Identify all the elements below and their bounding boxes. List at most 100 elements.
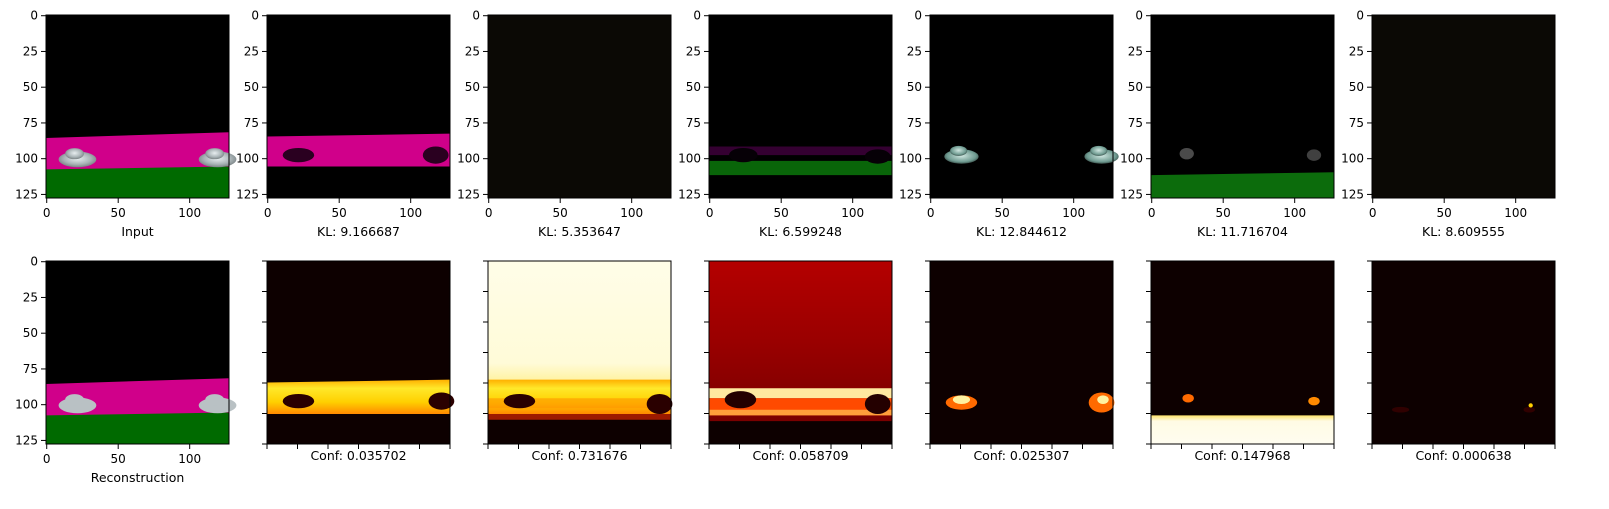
y-tick-label: 125 (1120, 187, 1143, 201)
x-tick-label: 100 (399, 206, 422, 220)
bottom-panel-1: Conf: 0.035702 (262, 260, 455, 463)
axes-frame (45, 14, 230, 199)
y-tick-label: 0 (472, 9, 480, 23)
bottom-panel-3: Conf: 0.058709 (704, 260, 893, 463)
band (488, 413, 671, 420)
background (488, 15, 671, 198)
y-tick-label: 50 (244, 80, 259, 94)
panel-caption: Conf: 0.731676 (531, 448, 627, 463)
x-tick-label: 100 (178, 206, 201, 220)
blob (428, 392, 455, 410)
x-tick-label: 0 (43, 206, 51, 220)
blob (724, 391, 757, 409)
blob (646, 393, 673, 414)
band (709, 409, 892, 416)
top-panel-5: 0 50 100 0 25 50 75 100 125 KL: 11.716704 (1120, 9, 1335, 239)
y-tick-label: 100 (457, 152, 480, 166)
y-tick-label: 100 (15, 398, 38, 412)
car-roof (65, 148, 85, 160)
blob (1097, 395, 1109, 404)
panel-caption: Reconstruction (91, 470, 185, 485)
bottom-panel-6: Conf: 0.000638 (1367, 260, 1556, 463)
axes-frame (1150, 14, 1335, 199)
blob (1308, 396, 1320, 406)
band (709, 160, 892, 176)
x-tick-label: 100 (178, 452, 201, 466)
x-tick-label: 100 (620, 206, 643, 220)
bottom-panel-0: 0 50 100 0 25 50 75 100 125 Reconstruction (15, 255, 237, 485)
band (1151, 172, 1334, 198)
heat-background (930, 261, 1113, 444)
y-tick-label: 25 (23, 44, 38, 58)
background (1372, 15, 1555, 198)
blob (1392, 406, 1410, 413)
axes-frame (1371, 14, 1556, 199)
x-tick-label: 0 (485, 206, 493, 220)
panel-caption: Input (121, 224, 153, 239)
blob (864, 149, 891, 164)
panel-caption: Conf: 0.025307 (973, 448, 1069, 463)
x-tick-label: 0 (264, 206, 272, 220)
y-tick-label: 100 (15, 152, 38, 166)
blob (952, 395, 971, 404)
y-tick-label: 100 (899, 152, 922, 166)
panel-caption: KL: 8.609555 (1422, 224, 1505, 239)
blob (1523, 406, 1535, 413)
blob (1179, 147, 1194, 160)
x-tick-label: 0 (1148, 206, 1156, 220)
y-tick-label: 0 (693, 9, 701, 23)
y-tick-label: 0 (30, 9, 38, 23)
y-tick-label: 50 (1128, 80, 1143, 94)
band (46, 166, 229, 198)
car-roof (205, 148, 225, 160)
heat-background (1151, 261, 1334, 444)
heat-sky (488, 261, 671, 382)
band (267, 133, 450, 167)
panel-caption: KL: 11.716704 (1197, 224, 1288, 239)
blob (282, 147, 315, 163)
panel-caption: KL: 9.166687 (317, 224, 400, 239)
x-tick-label: 50 (995, 206, 1010, 220)
y-tick-label: 125 (678, 187, 701, 201)
y-tick-label: 125 (236, 187, 259, 201)
bottom-panel-5: Conf: 0.147968 (1146, 260, 1335, 463)
axes-frame (708, 14, 893, 199)
y-tick-label: 75 (907, 116, 922, 130)
y-tick-label: 100 (236, 152, 259, 166)
x-tick-label: 0 (706, 206, 714, 220)
axes-frame (487, 14, 672, 199)
x-tick-label: 50 (774, 206, 789, 220)
y-tick-label: 50 (907, 80, 922, 94)
x-tick-label: 0 (927, 206, 935, 220)
top-panel-2: 0 50 100 0 25 50 75 100 125 KL: 5.353647 (457, 9, 672, 239)
blob (503, 393, 536, 409)
panel-caption: Conf: 0.000638 (1415, 448, 1511, 463)
background (930, 15, 1113, 198)
top-panel-0: 0 50 100 0 25 50 75 100 125 Input (15, 9, 237, 239)
panel-caption: Conf: 0.147968 (1194, 448, 1290, 463)
y-tick-label: 125 (15, 433, 38, 447)
axes-frame (266, 14, 451, 199)
x-tick-label: 50 (1216, 206, 1231, 220)
panel-grid: 0 50 100 0 25 50 75 100 125 Input 0 50 100 0 25 50 75 100… (15, 9, 1556, 485)
x-tick-label: 50 (553, 206, 568, 220)
y-tick-label: 75 (686, 116, 701, 130)
y-tick-label: 25 (244, 44, 259, 58)
panel-caption: KL: 12.844612 (976, 224, 1067, 239)
y-tick-label: 0 (30, 255, 38, 269)
car-roof (65, 394, 85, 406)
blob (1528, 403, 1533, 408)
axes-frame (929, 14, 1114, 199)
background (1151, 15, 1334, 198)
panel-caption: Conf: 0.035702 (310, 448, 406, 463)
panel-caption: Conf: 0.058709 (752, 448, 848, 463)
top-panel-6: 0 50 100 0 25 50 75 100 125 KL: 8.609555 (1341, 9, 1556, 239)
band (1151, 415, 1334, 444)
y-tick-label: 0 (1135, 9, 1143, 23)
y-tick-label: 75 (1349, 116, 1364, 130)
y-tick-label: 75 (244, 116, 259, 130)
x-tick-label: 100 (841, 206, 864, 220)
band (46, 412, 229, 444)
car-roof (1090, 145, 1108, 156)
y-tick-label: 75 (23, 362, 38, 376)
